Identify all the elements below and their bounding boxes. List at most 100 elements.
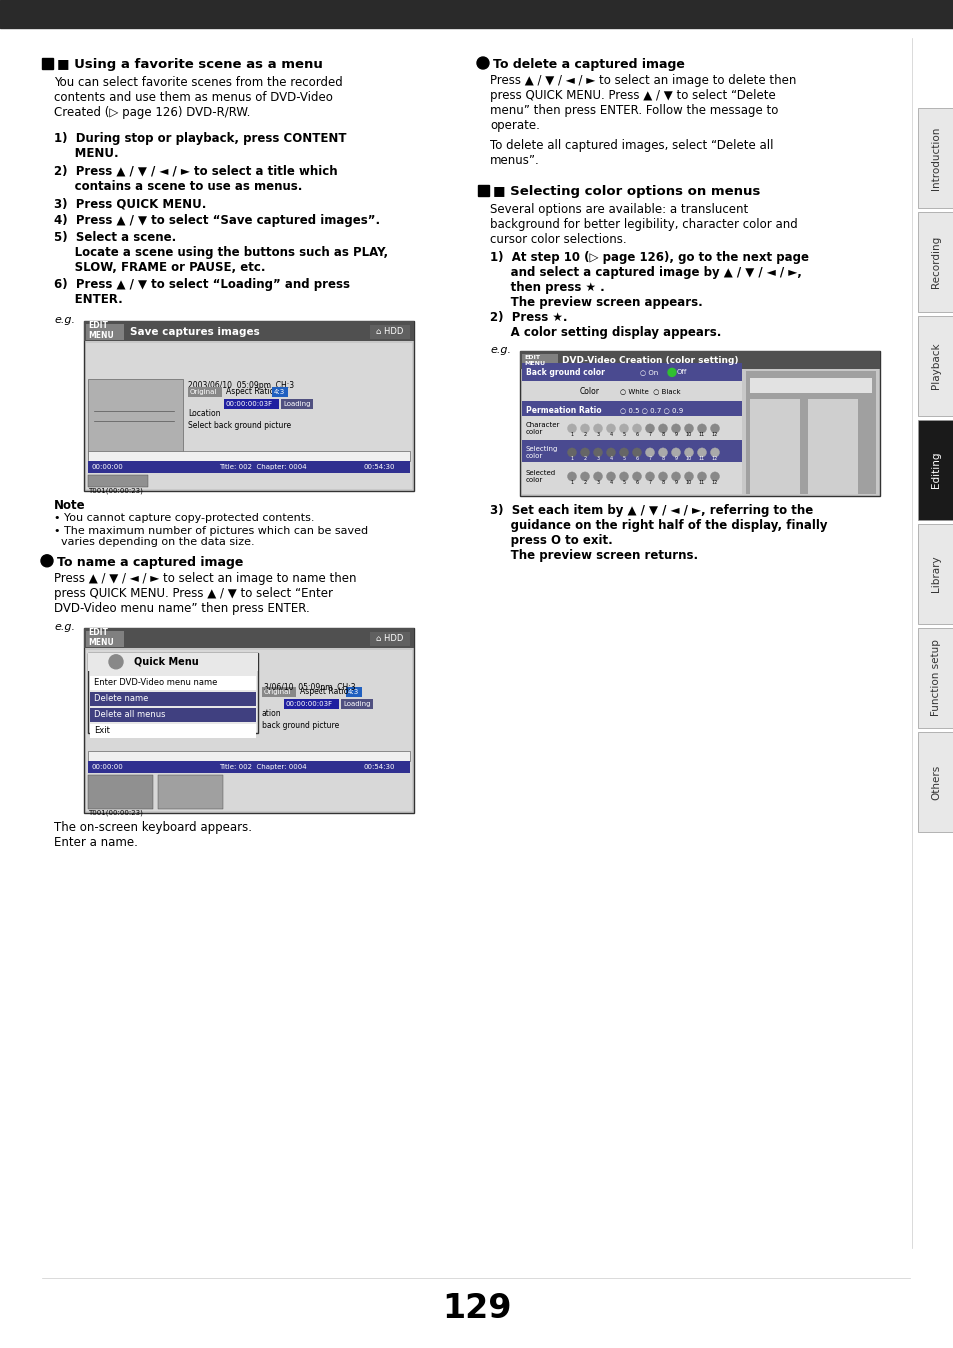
Bar bbox=[90, 724, 255, 737]
Bar bbox=[188, 387, 222, 396]
Text: 2)  Press ★.
     A color setting display appears.: 2) Press ★. A color setting display appe… bbox=[490, 311, 720, 340]
Text: Introduction: Introduction bbox=[930, 127, 940, 190]
Text: 00:00:00: 00:00:00 bbox=[91, 764, 124, 770]
Bar bbox=[224, 399, 278, 408]
Text: Permeation Ratio: Permeation Ratio bbox=[525, 406, 601, 415]
Text: Save captures images: Save captures images bbox=[130, 326, 259, 337]
Text: 6: 6 bbox=[635, 480, 638, 485]
Circle shape bbox=[567, 448, 576, 457]
Text: 12: 12 bbox=[711, 457, 718, 461]
Bar bbox=[284, 698, 338, 709]
Circle shape bbox=[697, 423, 706, 433]
Text: Loading: Loading bbox=[283, 400, 310, 407]
Text: Color: Color bbox=[579, 387, 599, 396]
Circle shape bbox=[593, 472, 602, 481]
Bar bbox=[521, 441, 741, 462]
Text: Location: Location bbox=[188, 408, 220, 418]
Text: Aspect Ratio: Aspect Ratio bbox=[226, 387, 274, 396]
Text: 1: 1 bbox=[570, 433, 573, 437]
Circle shape bbox=[567, 423, 576, 433]
Text: 5)  Select a scene.
     Locate a scene using the buttons such as PLAY,
     SLO: 5) Select a scene. Locate a scene using … bbox=[54, 232, 388, 274]
Text: 129: 129 bbox=[442, 1291, 511, 1325]
Text: 2003/06/10  05:09pm  CH:3: 2003/06/10 05:09pm CH:3 bbox=[188, 380, 294, 390]
Text: ⌂ HDD: ⌂ HDD bbox=[375, 635, 403, 643]
Text: back ground picture: back ground picture bbox=[262, 721, 339, 729]
Bar bbox=[477, 185, 489, 195]
Bar bbox=[521, 355, 558, 368]
Text: 10: 10 bbox=[685, 480, 691, 485]
Bar bbox=[90, 708, 255, 721]
Bar bbox=[88, 450, 410, 461]
Text: 12: 12 bbox=[711, 433, 718, 437]
Text: e.g.: e.g. bbox=[54, 315, 75, 325]
Bar bbox=[42, 58, 53, 69]
Text: 4: 4 bbox=[609, 433, 612, 437]
Circle shape bbox=[579, 472, 589, 481]
Text: Loading: Loading bbox=[343, 701, 370, 706]
Circle shape bbox=[567, 472, 576, 481]
Bar bbox=[0, 0, 953, 28]
Text: 7: 7 bbox=[648, 457, 651, 461]
Text: 00:00:00:03F: 00:00:00:03F bbox=[226, 400, 273, 407]
Text: Select back ground picture: Select back ground picture bbox=[188, 421, 291, 430]
Text: ■ Selecting color options on menus: ■ Selecting color options on menus bbox=[493, 185, 760, 198]
Text: 11: 11 bbox=[699, 457, 704, 461]
Text: 3: 3 bbox=[596, 433, 598, 437]
Text: 3: 3 bbox=[596, 457, 598, 461]
Bar bbox=[84, 628, 414, 813]
Text: 7: 7 bbox=[648, 433, 651, 437]
Bar bbox=[749, 379, 871, 394]
Circle shape bbox=[579, 423, 589, 433]
Circle shape bbox=[658, 448, 667, 457]
Bar bbox=[917, 108, 953, 208]
Text: 10: 10 bbox=[685, 433, 691, 437]
Bar bbox=[370, 325, 410, 338]
Text: Playback: Playback bbox=[930, 342, 940, 390]
Circle shape bbox=[618, 423, 628, 433]
Text: 2: 2 bbox=[583, 480, 586, 485]
Bar bbox=[88, 461, 410, 473]
Text: 11: 11 bbox=[699, 480, 704, 485]
Circle shape bbox=[606, 472, 615, 481]
Bar bbox=[86, 324, 124, 340]
Circle shape bbox=[667, 368, 676, 376]
Circle shape bbox=[476, 57, 489, 69]
Text: 5: 5 bbox=[621, 480, 625, 485]
Text: ation: ation bbox=[262, 709, 281, 717]
Text: Others: Others bbox=[930, 764, 940, 799]
Text: e.g.: e.g. bbox=[54, 621, 75, 632]
Bar bbox=[90, 675, 255, 690]
Circle shape bbox=[632, 448, 640, 457]
Bar bbox=[158, 775, 223, 809]
Bar bbox=[88, 775, 152, 809]
Circle shape bbox=[606, 448, 615, 457]
Text: 12: 12 bbox=[711, 480, 718, 485]
Text: 4)  Press ▲ / ▼ to select “Save captured images”.: 4) Press ▲ / ▼ to select “Save captured … bbox=[54, 214, 379, 228]
Text: Original: Original bbox=[264, 689, 291, 694]
Text: Back ground color: Back ground color bbox=[525, 368, 604, 377]
Text: Aspect Ratio: Aspect Ratio bbox=[299, 687, 348, 697]
Circle shape bbox=[671, 423, 679, 433]
Text: 1)  During stop or playback, press CONTENT
     MENU.: 1) During stop or playback, press CONTEN… bbox=[54, 132, 346, 160]
Text: Title: 002  Chapter: 0004: Title: 002 Chapter: 0004 bbox=[219, 764, 306, 770]
Text: 6: 6 bbox=[635, 433, 638, 437]
Circle shape bbox=[41, 555, 53, 566]
Bar bbox=[521, 402, 741, 419]
Text: Enter DVD-Video menu name: Enter DVD-Video menu name bbox=[94, 678, 217, 687]
Text: 00:00:00:03F: 00:00:00:03F bbox=[286, 701, 333, 706]
Circle shape bbox=[671, 448, 679, 457]
Bar bbox=[88, 652, 257, 671]
Bar bbox=[346, 686, 361, 697]
Text: 5: 5 bbox=[621, 433, 625, 437]
Bar bbox=[84, 321, 414, 341]
Text: Press ▲ / ▼ / ◄ / ► to select an image to delete then
press QUICK MENU. Press ▲ : Press ▲ / ▼ / ◄ / ► to select an image t… bbox=[490, 74, 796, 132]
Text: 10: 10 bbox=[685, 457, 691, 461]
Bar bbox=[86, 342, 412, 489]
Bar bbox=[88, 474, 148, 487]
Text: Original: Original bbox=[190, 388, 217, 395]
Text: 9: 9 bbox=[674, 480, 677, 485]
Bar bbox=[521, 372, 741, 495]
Circle shape bbox=[593, 423, 602, 433]
Text: EDIT
MENU: EDIT MENU bbox=[523, 355, 544, 365]
Circle shape bbox=[645, 448, 654, 457]
